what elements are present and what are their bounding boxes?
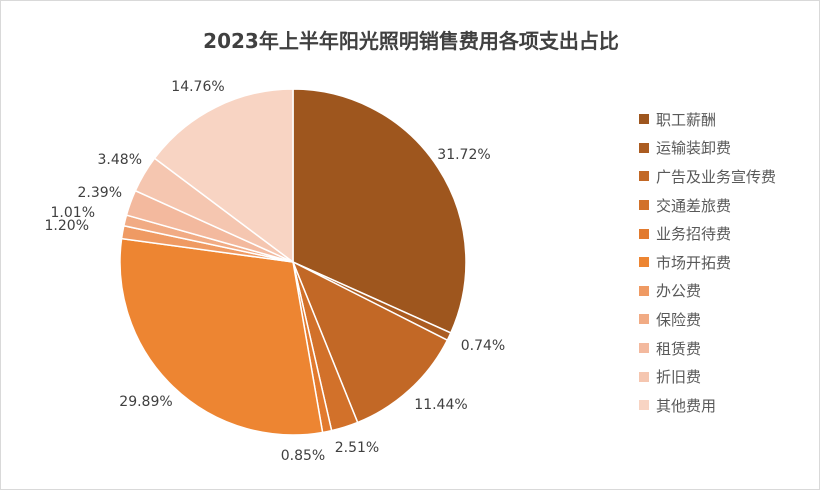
legend-item-2: 运输装卸费 xyxy=(639,134,776,163)
legend-item-1: 职工薪酬 xyxy=(639,105,776,134)
legend-label: 职工薪酬 xyxy=(656,110,717,129)
legend-label: 交通差旅费 xyxy=(656,196,732,215)
legend-swatch xyxy=(639,285,649,296)
legend-swatch xyxy=(639,228,649,239)
legend-swatch xyxy=(639,343,649,354)
legend-label: 租赁费 xyxy=(656,339,702,358)
data-label-9: 2.39% xyxy=(78,185,122,201)
pie-slice-11 xyxy=(153,88,294,264)
data-label-7: 1.20% xyxy=(45,218,89,234)
data-label-11: 14.76% xyxy=(171,79,224,95)
legend-item-7: 办公费 xyxy=(639,277,776,306)
legend-item-8: 保险费 xyxy=(639,305,776,334)
legend-item-11: 其他费用 xyxy=(639,391,776,420)
legend-item-4: 交通差旅费 xyxy=(639,191,776,220)
data-label-6: 29.89% xyxy=(119,394,172,410)
legend-item-6: 市场开拓费 xyxy=(639,248,776,277)
pie-slice-3 xyxy=(291,260,449,424)
legend-label: 业务招待费 xyxy=(656,225,732,244)
legend-swatch xyxy=(639,314,649,325)
legend-label: 广告及业务宣传费 xyxy=(656,167,777,186)
legend-swatch xyxy=(639,171,649,182)
legend-item-5: 业务招待费 xyxy=(639,219,776,248)
legend-label: 折旧费 xyxy=(656,368,702,387)
legend-label: 保险费 xyxy=(656,310,702,329)
legend-swatch xyxy=(639,200,649,211)
chart-legend: 职工薪酬运输装卸费广告及业务宣传费 交通差旅费业务招待费市场开拓费办公费保险费租赁… xyxy=(639,105,776,420)
pie-slice-6 xyxy=(119,237,324,436)
data-label-5: 0.85% xyxy=(281,448,325,464)
pie-slice-1 xyxy=(292,88,467,334)
data-label-4: 2.51% xyxy=(335,440,379,456)
legend-swatch xyxy=(639,400,649,411)
legend-item-10: 折旧费 xyxy=(639,362,776,391)
data-label-1: 31.72% xyxy=(437,147,490,163)
legend-swatch xyxy=(639,371,649,382)
legend-swatch xyxy=(639,114,649,125)
legend-label: 办公费 xyxy=(656,282,702,301)
legend-item-9: 租赁费 xyxy=(639,334,776,363)
legend-item-3: 广告及业务宣传费 xyxy=(639,162,776,191)
legend-swatch xyxy=(639,257,649,268)
data-label-8: 1.01% xyxy=(51,205,95,221)
chart-title: 2023年上半年阳光照明销售费用各项支出占比 xyxy=(203,29,619,53)
data-label-10: 3.48% xyxy=(98,152,142,168)
legend-label: 其他费用 xyxy=(656,396,717,415)
legend-swatch xyxy=(639,142,649,153)
data-label-2: 0.74% xyxy=(461,338,505,354)
legend-label: 运输装卸费 xyxy=(656,139,732,158)
data-label-3: 11.44% xyxy=(414,397,467,413)
legend-label: 市场开拓费 xyxy=(656,253,732,272)
